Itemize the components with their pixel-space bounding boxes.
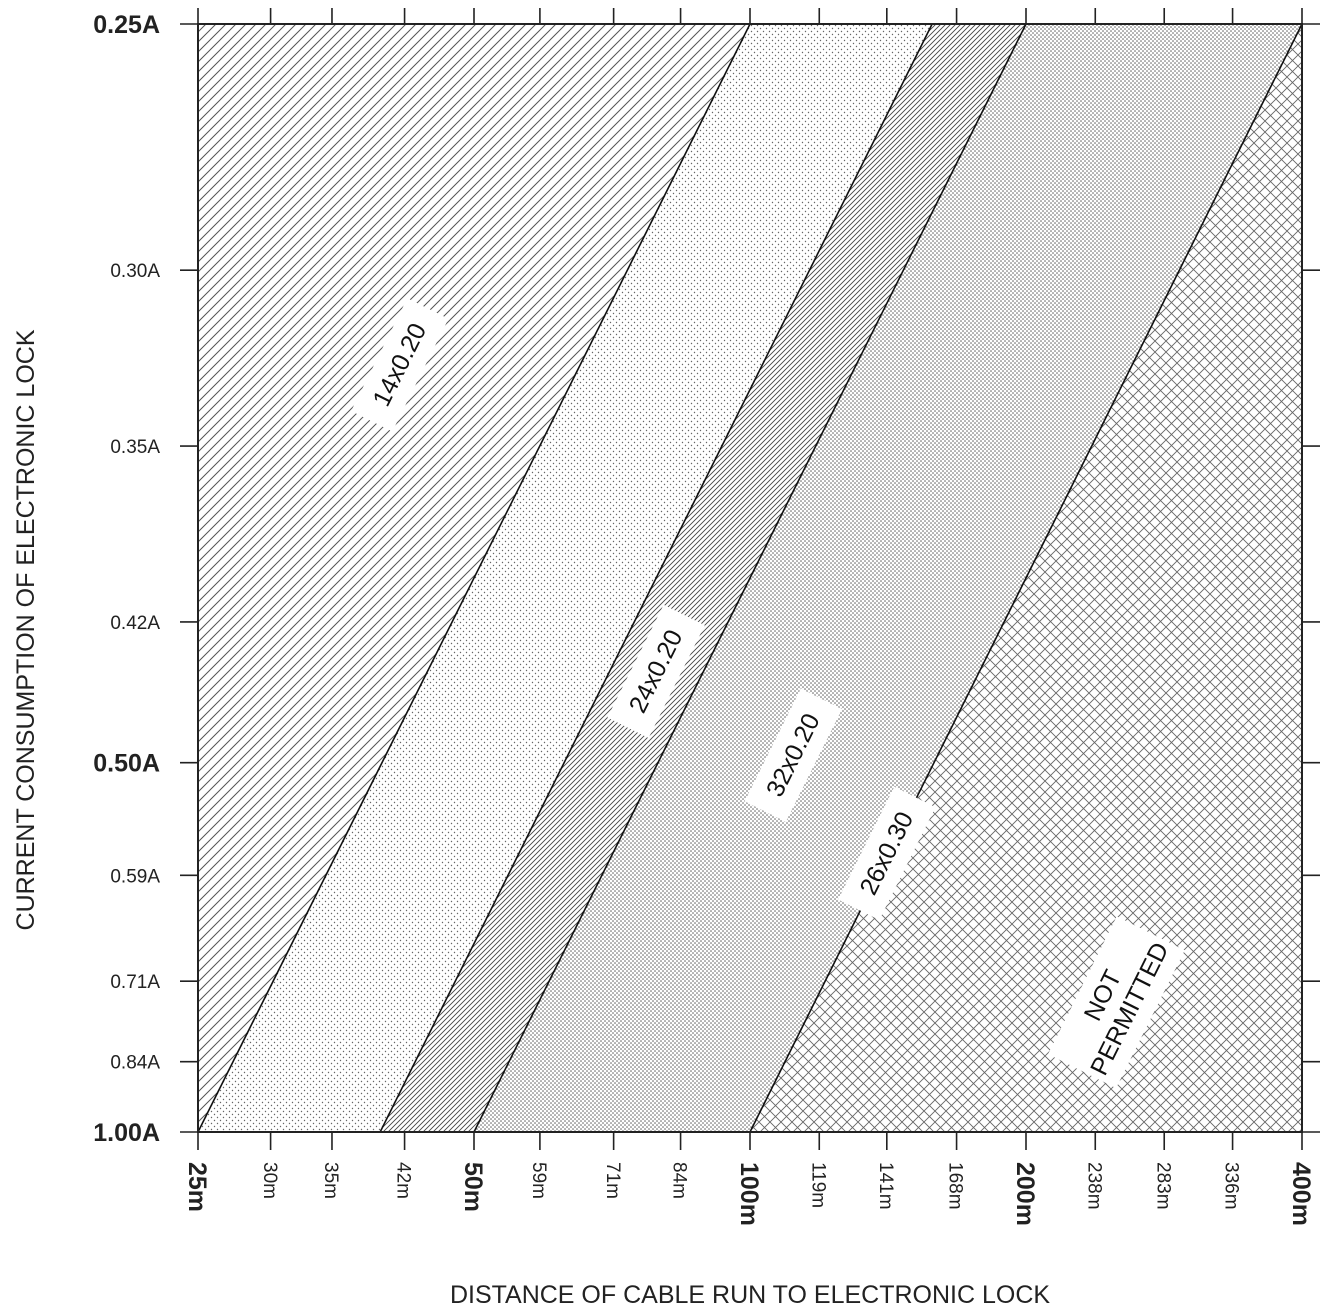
x-tick-label: 100m — [735, 1162, 763, 1226]
x-tick-label: 35m — [320, 1162, 341, 1199]
boundary-line-4 — [749, 24, 1302, 1132]
y-tick-label: 0.71A — [110, 972, 160, 993]
x-tick-label: 50m — [459, 1162, 487, 1212]
x-tick-label: 42m — [393, 1162, 414, 1199]
x-tick-label: 168m — [945, 1162, 966, 1210]
x-tick-label: 283m — [1152, 1162, 1173, 1210]
region-3 — [380, 24, 1027, 1132]
region-2 — [198, 24, 933, 1132]
x-tick-label: 336m — [1221, 1162, 1242, 1210]
boundary-line-1 — [198, 24, 751, 1132]
region-label-box — [744, 688, 842, 822]
boundary-line-3 — [473, 24, 1027, 1132]
x-tick-label: 238m — [1083, 1162, 1104, 1210]
x-tick-label: 200m — [1011, 1162, 1039, 1226]
region-label-box — [607, 604, 705, 739]
x-tick-label: 59m — [528, 1162, 549, 1199]
ticks-layer: 0.25A 0.30A 0.35A 0.42A 0.50A 0.59A 0.71A 0.84A… — [93, 8, 1320, 1226]
boundary-line-2 — [379, 24, 933, 1132]
region-label-3: 32x0.20 — [744, 688, 842, 822]
y-tick-label: 0.42A — [110, 613, 160, 634]
y-tick-label: 0.35A — [110, 437, 160, 458]
region-label-box — [1048, 916, 1185, 1089]
region-label-box — [351, 298, 449, 432]
region-label-1: 14x0.20 — [351, 298, 449, 432]
region-label-box — [838, 786, 936, 921]
x-axis-title: DISTANCE OF CABLE RUN TO ELECTRONIC LOCK — [450, 1281, 1050, 1309]
y-tick-label: 0.59A — [110, 866, 160, 887]
y-tick-label: 0.25A — [93, 11, 160, 39]
boundaries-layer — [198, 24, 1302, 1132]
y-tick-label: 0.84A — [110, 1053, 160, 1074]
y-tick-label: 0.30A — [110, 261, 160, 282]
x-tick-label: 30m — [259, 1162, 280, 1199]
x-tick-label: 71m — [602, 1162, 623, 1199]
region-4 — [474, 24, 1302, 1132]
x-tick-label: 400m — [1287, 1162, 1315, 1226]
x-tick-label: 84m — [669, 1162, 690, 1199]
y-axis-title: CURRENT CONSUMPTION OF ELECTRONIC LOCK — [12, 329, 40, 930]
y-tick-label: 1.00A — [93, 1119, 160, 1147]
x-tick-label: 119m — [807, 1162, 828, 1208]
x-tick-label: 25m — [183, 1162, 211, 1212]
x-tick-label: 141m — [875, 1162, 896, 1210]
y-tick-label: 0.50A — [93, 750, 160, 778]
